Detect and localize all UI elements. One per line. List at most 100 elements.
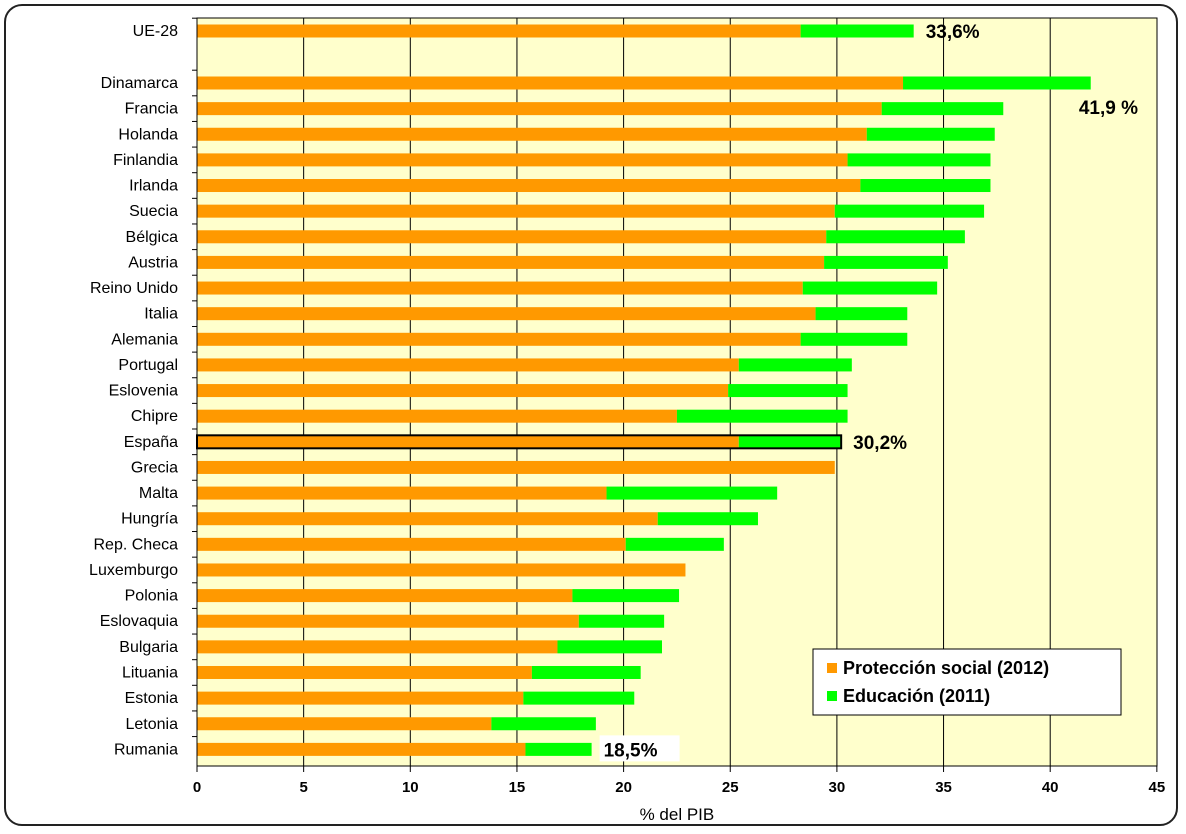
bar-proteccion-21 bbox=[197, 589, 573, 603]
category-label: Suecia bbox=[129, 203, 178, 220]
x-tick-label: 0 bbox=[193, 779, 201, 796]
category-label: Estonia bbox=[125, 690, 178, 707]
bar-educacion-22 bbox=[578, 614, 665, 628]
bar-educacion-1 bbox=[903, 76, 1091, 90]
bar-proteccion-8 bbox=[197, 255, 825, 269]
bar-proteccion-11 bbox=[197, 332, 801, 346]
bar-proteccion-19 bbox=[197, 537, 626, 551]
bar-educacion-3 bbox=[866, 127, 995, 141]
category-label: España bbox=[124, 434, 178, 451]
bar-educacion-15 bbox=[738, 435, 842, 449]
category-label: Chipre bbox=[131, 408, 178, 425]
tick-labels: 0 5 10 15 20 25 30 35 40 45 bbox=[193, 779, 1165, 796]
category-label: Portugal bbox=[118, 357, 178, 374]
bar-proteccion-23 bbox=[197, 640, 558, 654]
x-axis-label: % del PIB bbox=[640, 805, 715, 824]
bar-educacion-26 bbox=[491, 717, 596, 731]
bar-educacion-11 bbox=[800, 332, 908, 346]
bar-educacion-0 bbox=[800, 24, 914, 38]
legend-label-0: Protección social (2012) bbox=[843, 658, 1049, 678]
category-label: Eslovenia bbox=[109, 383, 178, 400]
category-label: Bélgica bbox=[126, 229, 179, 246]
bar-proteccion-22 bbox=[197, 614, 579, 628]
category-label: Polonia bbox=[125, 588, 178, 605]
bar-proteccion-13 bbox=[197, 384, 729, 398]
x-tick-label: 20 bbox=[615, 779, 632, 796]
category-label: Holanda bbox=[118, 126, 178, 143]
category-label: Reino Unido bbox=[90, 280, 178, 297]
x-tick-label: 30 bbox=[829, 779, 846, 796]
x-tick-label: 35 bbox=[935, 779, 952, 796]
bar-educacion-27 bbox=[525, 742, 592, 756]
bar-educacion-23 bbox=[557, 640, 662, 654]
x-tick-label: 40 bbox=[1042, 779, 1059, 796]
bar-proteccion-2 bbox=[197, 102, 882, 116]
bar-proteccion-12 bbox=[197, 358, 739, 372]
category-label: Hungría bbox=[121, 511, 178, 528]
bars-group bbox=[196, 24, 1091, 756]
bar-educacion-19 bbox=[625, 537, 724, 551]
annotation-bg bbox=[599, 735, 680, 762]
bar-educacion-21 bbox=[572, 589, 680, 603]
bar-educacion-7 bbox=[826, 230, 965, 244]
bar-proteccion-26 bbox=[197, 717, 492, 731]
annotation-15: 30,2% bbox=[853, 433, 907, 454]
bar-proteccion-18 bbox=[197, 512, 658, 526]
annotation-27: 18,5% bbox=[604, 740, 658, 761]
bar-proteccion-3 bbox=[197, 127, 867, 141]
legend-swatch-1 bbox=[827, 691, 837, 701]
annotation-0: 33,6% bbox=[926, 22, 980, 43]
bar-educacion-8 bbox=[824, 255, 948, 269]
category-label: UE-28 bbox=[133, 23, 178, 40]
bar-proteccion-6 bbox=[197, 204, 835, 218]
bar-proteccion-10 bbox=[197, 307, 816, 321]
bar-proteccion-1 bbox=[197, 76, 904, 90]
x-tick-label: 25 bbox=[722, 779, 739, 796]
x-tick-label: 45 bbox=[1149, 779, 1166, 796]
category-label: Bulgaria bbox=[119, 639, 178, 656]
category-label: Rep. Checa bbox=[94, 536, 179, 553]
bar-educacion-4 bbox=[847, 153, 991, 167]
legend-label-1: Educación (2011) bbox=[843, 686, 990, 706]
category-label: Italia bbox=[144, 306, 178, 323]
category-label: Dinamarca bbox=[101, 75, 178, 92]
legend-swatch-0 bbox=[827, 663, 837, 673]
category-label: Austria bbox=[128, 254, 178, 271]
category-label: Alemania bbox=[111, 331, 178, 348]
bar-proteccion-0 bbox=[197, 24, 801, 38]
bar-educacion-18 bbox=[657, 512, 758, 526]
x-tick-label: 10 bbox=[402, 779, 419, 796]
bar-educacion-10 bbox=[815, 307, 908, 321]
bar-educacion-17 bbox=[606, 486, 778, 500]
bar-proteccion-9 bbox=[197, 281, 803, 295]
bar-educacion-5 bbox=[860, 179, 991, 193]
bar-proteccion-7 bbox=[197, 230, 827, 244]
category-label: Finlandia bbox=[113, 152, 178, 169]
bar-proteccion-24 bbox=[197, 665, 532, 679]
bar-proteccion-25 bbox=[197, 691, 524, 705]
axes bbox=[192, 17, 1158, 772]
x-tick-label: 15 bbox=[509, 779, 526, 796]
category-label: Rumania bbox=[114, 741, 178, 758]
category-label: Eslovaquia bbox=[100, 613, 178, 630]
bar-educacion-12 bbox=[738, 358, 852, 372]
annotations: 33,6% 41,9 % 30,2% 18,5% bbox=[599, 22, 1138, 762]
bar-proteccion-16 bbox=[197, 460, 835, 474]
category-label: Francia bbox=[125, 101, 178, 118]
annotation-1: 41,9 % bbox=[1079, 98, 1138, 119]
bar-educacion-13 bbox=[728, 384, 848, 398]
category-label: Luxemburgo bbox=[89, 562, 178, 579]
category-label: Irlanda bbox=[129, 178, 178, 195]
category-label: Letonia bbox=[126, 716, 179, 733]
bar-proteccion-14 bbox=[197, 409, 677, 423]
category-label: Malta bbox=[139, 485, 178, 502]
x-tick-label: 5 bbox=[299, 779, 307, 796]
bar-educacion-6 bbox=[834, 204, 985, 218]
bar-educacion-2 bbox=[881, 102, 1004, 116]
bar-proteccion-27 bbox=[197, 742, 526, 756]
category-labels: UE-28 Dinamarca Francia Holanda Finlandia Irl… bbox=[89, 23, 178, 758]
bar-educacion-9 bbox=[802, 281, 938, 295]
bar-proteccion-5 bbox=[197, 179, 861, 193]
bar-proteccion-17 bbox=[197, 486, 607, 500]
